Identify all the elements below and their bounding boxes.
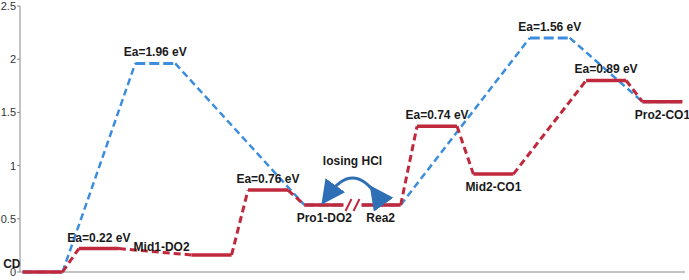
y-tick-label: 2.5 xyxy=(1,0,16,12)
barrier-label: Ea=0.74 eV xyxy=(406,108,469,122)
y-axis xyxy=(20,6,21,272)
energy-level xyxy=(304,203,344,207)
connector xyxy=(570,38,643,102)
state-label: Mid1-DO2 xyxy=(134,240,190,254)
energy-level xyxy=(642,100,682,103)
energy-level xyxy=(361,203,401,207)
connector xyxy=(513,80,586,174)
chart: 00.511.522.5Ea=1.96 eVEa=1.56 eVEa=0.22 … xyxy=(0,0,689,280)
barrier-label: Ea=1.56 eV xyxy=(518,20,581,34)
y-tick-label: 0.5 xyxy=(1,213,16,225)
barrier-label: Ea=0.22 eV xyxy=(67,231,130,245)
state-label: CD xyxy=(3,257,21,271)
marks xyxy=(23,38,683,272)
energy-level xyxy=(530,36,570,39)
energy-level xyxy=(586,79,626,83)
barrier-label: Ea=0.76 eV xyxy=(236,172,299,186)
energy-level xyxy=(304,203,344,206)
y-tick xyxy=(17,272,20,273)
state-label: Mid2-CO1 xyxy=(465,180,521,194)
connector xyxy=(232,190,248,255)
break-bg xyxy=(344,197,362,213)
connector xyxy=(457,126,473,174)
energy-level xyxy=(192,253,232,257)
state-label: Rea2 xyxy=(366,211,395,225)
state-label: Pro2-CO1 xyxy=(635,108,689,122)
y-tick xyxy=(17,6,20,7)
energy-level xyxy=(79,247,119,251)
energy-level xyxy=(642,100,682,104)
energy-level xyxy=(248,188,288,192)
connector xyxy=(288,190,304,205)
connector xyxy=(63,249,79,272)
break-mark xyxy=(346,199,352,211)
break-arrow xyxy=(328,178,376,195)
barrier-label: Ea=0.89 eV xyxy=(575,62,638,76)
connector xyxy=(175,63,304,205)
y-tick xyxy=(17,218,20,219)
connector xyxy=(626,80,642,101)
energy-level xyxy=(135,62,175,65)
break-mark xyxy=(354,199,360,211)
energy-level xyxy=(23,271,63,274)
y-tick xyxy=(17,59,20,60)
y-tick xyxy=(17,112,20,113)
labels: Ea=1.96 eV Ea=1.56 eV Ea=0.22 eV Ea=0.76 eV… xyxy=(3,20,689,271)
connector xyxy=(401,38,530,205)
energy-level xyxy=(361,203,401,206)
y-tick-label: 1 xyxy=(10,160,16,172)
energy-level xyxy=(417,124,457,128)
state-label: Pro1-DO2 xyxy=(297,211,353,225)
break-label: losing HCl xyxy=(323,154,382,168)
y-tick-label: 2 xyxy=(10,53,16,65)
energy-level xyxy=(473,172,513,176)
y-tick xyxy=(17,165,20,166)
x-axis xyxy=(20,272,685,273)
y-tick-label: 1.5 xyxy=(1,106,16,118)
barrier-label: Ea=1.96 eV xyxy=(124,45,187,59)
connector xyxy=(401,126,417,205)
connector xyxy=(63,63,136,272)
energy-level xyxy=(23,270,63,274)
